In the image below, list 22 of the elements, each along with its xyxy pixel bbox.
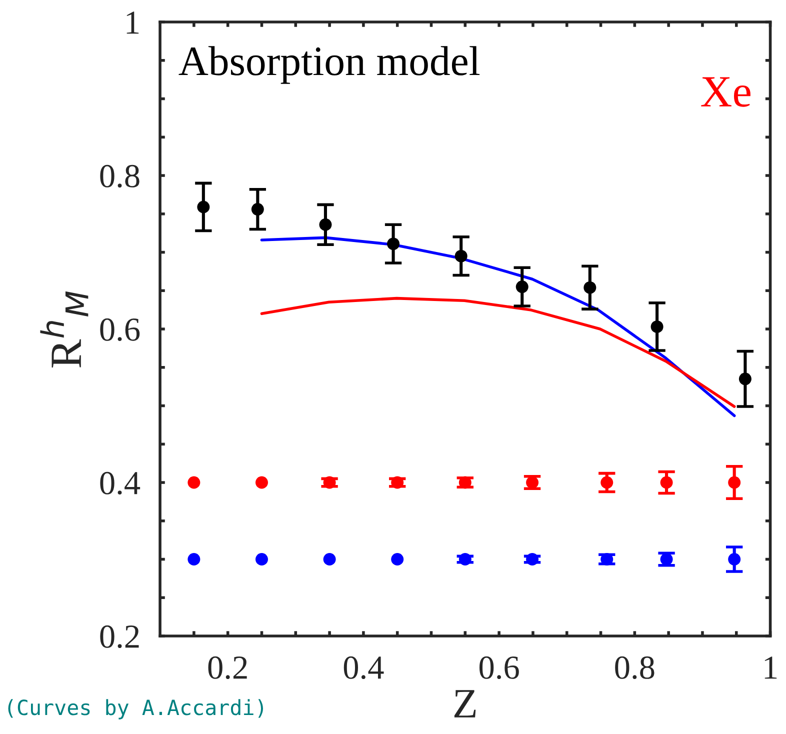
x-tick-label: 0.8	[615, 656, 654, 680]
y-tick-label: 1	[126, 12, 139, 34]
x-tick-label: 1	[764, 656, 777, 679]
x-tick-label: 0.6	[479, 656, 519, 680]
text: (Curves by A.Accardi)	[8, 699, 263, 720]
y-axis-title: R$^{h}$$_{M}$	[40, 291, 88, 368]
y-tick-label: 0.4	[100, 472, 140, 495]
annotation: Xe	[701, 77, 750, 107]
y-tick-label: 0.6	[100, 318, 140, 342]
point	[323, 553, 336, 566]
y-tick-label: 0.8	[100, 164, 140, 188]
point	[255, 553, 268, 566]
y-tick-label: 0.2	[100, 625, 139, 648]
point	[391, 553, 404, 566]
x-tick-label: 0.4	[344, 656, 384, 680]
annotation: Absorption model	[178, 46, 480, 84]
point	[188, 476, 200, 489]
point	[255, 476, 268, 489]
point	[188, 553, 200, 566]
line-series	[260, 296, 736, 408]
x-tick-label: 0.2	[208, 656, 247, 680]
x-axis-title: Z	[454, 690, 476, 718]
